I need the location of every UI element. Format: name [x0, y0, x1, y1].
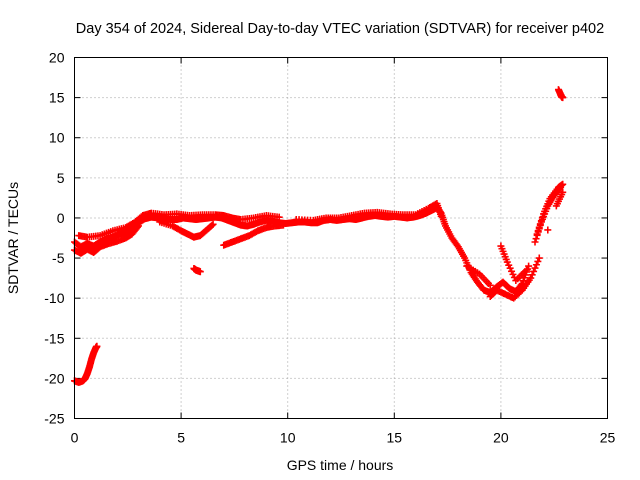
x-tick-label: 25	[600, 430, 616, 446]
x-tick-label: 5	[177, 430, 185, 446]
plot-frame	[74, 57, 608, 419]
data-point	[209, 220, 217, 228]
data-point	[538, 213, 546, 221]
chart-title: Day 354 of 2024, Sidereal Day-to-day VTE…	[76, 21, 604, 37]
data-point	[196, 268, 204, 276]
series-main-track	[71, 183, 565, 297]
data-point	[534, 257, 542, 265]
data-point	[536, 220, 544, 228]
data-point	[522, 266, 530, 274]
y-tick-label: -25	[44, 411, 64, 427]
data-point	[133, 223, 141, 231]
series-upper-branch	[75, 180, 567, 289]
y-tick-label: -20	[44, 370, 64, 386]
x-tick-label: 0	[71, 430, 79, 446]
y-tick-label: 10	[49, 130, 65, 146]
data-points	[71, 86, 567, 386]
data-point	[535, 223, 543, 231]
data-point	[532, 235, 540, 243]
y-tick-label: 5	[57, 170, 65, 186]
data-point	[528, 271, 536, 279]
y-tick-label: 20	[49, 50, 65, 66]
data-point	[537, 217, 545, 225]
axis-ticks: 0 5 10 15 20 25 -25 -20 -15 -10 -5 0 5 10 15 20	[44, 50, 615, 446]
y-axis-label: SDTVAR / TECUs	[5, 182, 21, 294]
x-tick-label: 20	[493, 430, 509, 446]
series-early-rise	[71, 342, 101, 386]
data-point	[275, 213, 283, 221]
y-tick-label: 15	[49, 90, 65, 106]
data-point	[134, 222, 142, 230]
data-point	[93, 342, 101, 350]
data-point	[544, 226, 552, 234]
data-point	[525, 262, 533, 270]
data-point	[527, 274, 535, 282]
data-point	[535, 254, 543, 262]
data-point	[530, 267, 538, 275]
data-point	[437, 212, 445, 220]
y-tick-label: -10	[44, 290, 64, 306]
data-point	[531, 238, 539, 246]
data-point	[533, 230, 541, 238]
x-tick-label: 10	[280, 430, 296, 446]
data-point	[279, 221, 287, 229]
data-point	[559, 188, 567, 196]
data-point	[532, 261, 540, 269]
data-point	[531, 264, 539, 272]
x-axis-label: GPS time / hours	[287, 457, 394, 473]
y-tick-label: -15	[44, 330, 64, 346]
y-tick-label: 0	[57, 210, 65, 226]
data-point	[559, 94, 567, 102]
data-point	[534, 227, 542, 235]
data-point	[486, 281, 494, 289]
data-point	[559, 180, 567, 188]
series-late-outlier	[554, 86, 567, 102]
series-isolated-cluster	[190, 264, 204, 276]
y-tick-label: -5	[52, 250, 65, 266]
grid-lines	[74, 57, 608, 419]
data-point	[208, 221, 216, 229]
x-tick-label: 15	[387, 430, 403, 446]
series-lower-branch	[71, 188, 567, 302]
